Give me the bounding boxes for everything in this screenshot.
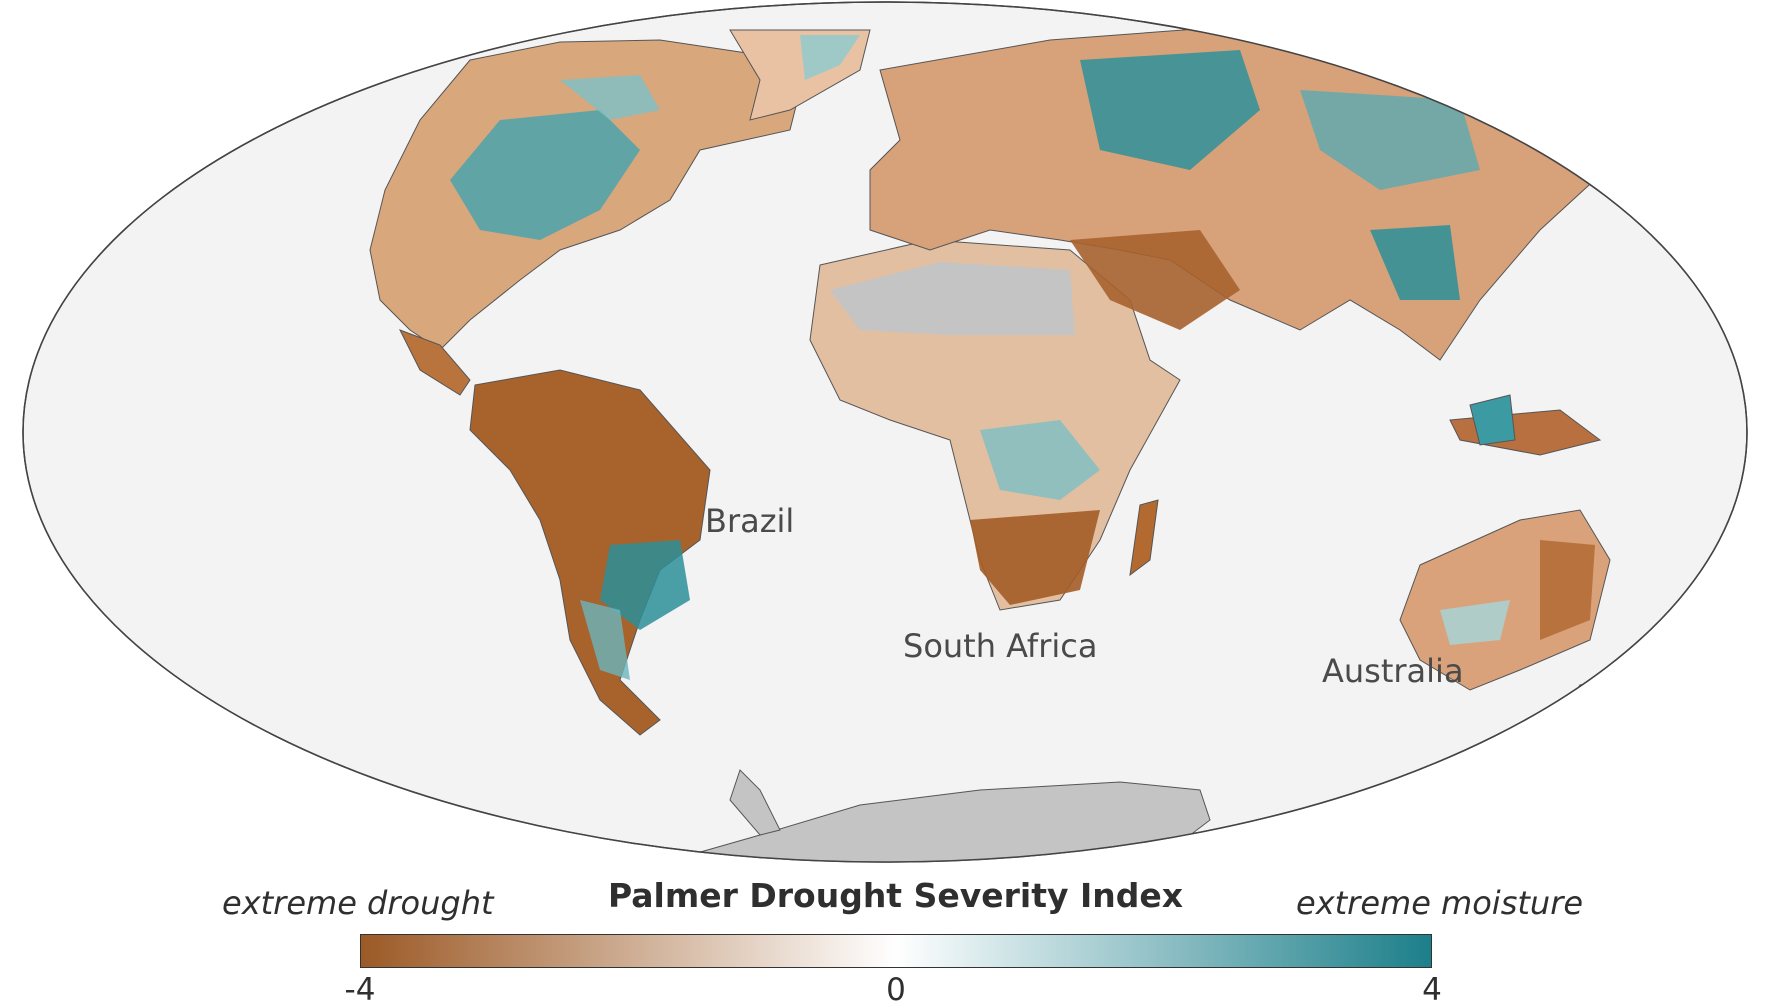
greenland-moist: [800, 35, 860, 80]
tick-zero: 0: [886, 972, 906, 1008]
legend-title: Palmer Drought Severity Index: [607, 876, 1184, 915]
east-asia-moist: [1370, 225, 1460, 300]
middle-east-drought: [1070, 230, 1240, 330]
borneo: [1469, 394, 1516, 446]
australia-moist: [1440, 600, 1510, 645]
na-moist-patch: [450, 110, 640, 240]
tick-min: -4: [344, 972, 376, 1008]
southern-africa-drought: [970, 510, 1100, 605]
eurasia-moist-2: [1300, 90, 1480, 190]
label-australia: Australia: [1322, 652, 1464, 690]
australia-drought: [1540, 540, 1595, 640]
antarctica: [689, 781, 1211, 862]
label-south-africa: South Africa: [903, 627, 1098, 665]
eurasia-moist-1: [1080, 50, 1260, 170]
sa-moist-patch-2: [580, 600, 630, 680]
legend-left-label: extreme drought: [222, 884, 494, 922]
legend-right-label: extreme moisture: [1296, 884, 1584, 922]
sahara-nodata: [830, 262, 1075, 335]
antarctic-peninsula: [729, 769, 781, 836]
south-america: [469, 369, 711, 736]
central-america: [398, 329, 471, 396]
colorbar: [360, 934, 1432, 968]
africa-moist: [980, 420, 1100, 500]
na-moist-patch-2: [560, 75, 660, 120]
madagascar: [1129, 499, 1159, 577]
sa-moist-patch: [600, 540, 690, 630]
label-brazil: Brazil: [705, 502, 795, 540]
tick-max: 4: [1422, 972, 1442, 1008]
continents: [369, 24, 1611, 862]
